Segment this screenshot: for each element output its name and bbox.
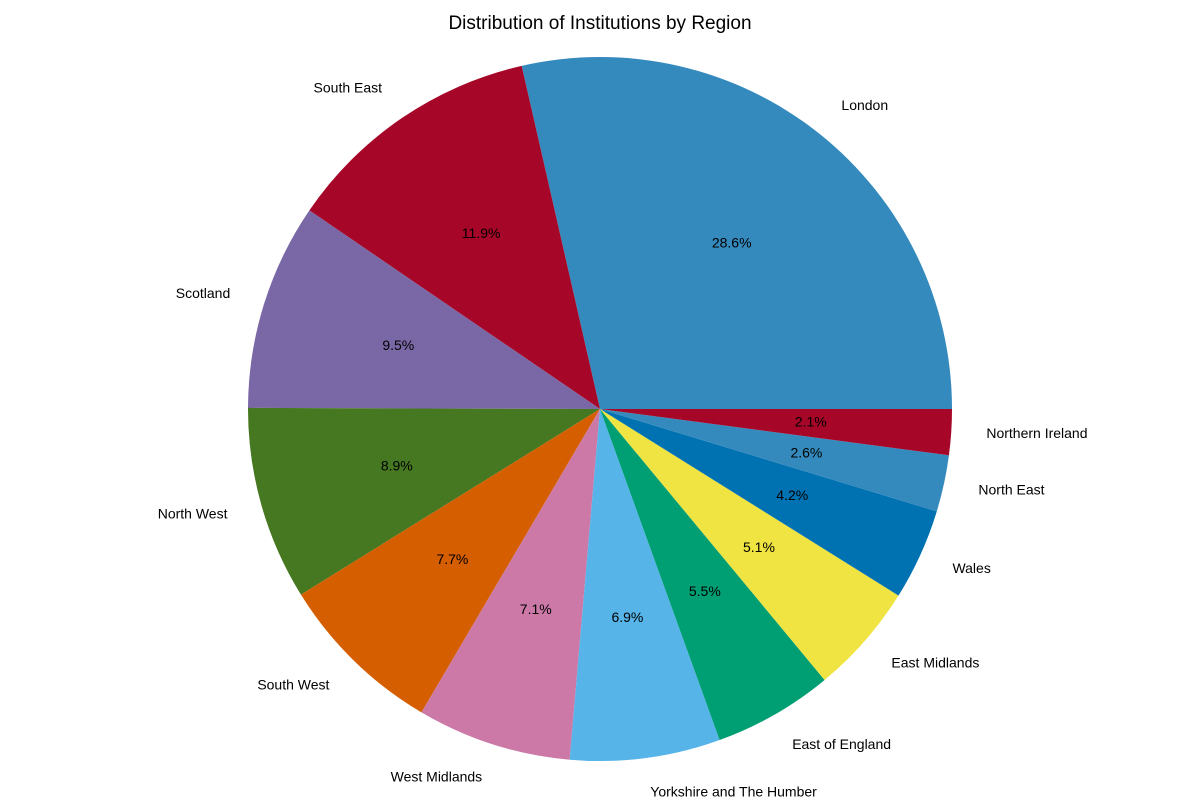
slice-label-south-east: South East: [314, 80, 383, 96]
percent-label-london: 28.6%: [712, 235, 752, 251]
slice-label-north-west: North West: [158, 505, 228, 521]
slice-label-wales: Wales: [952, 560, 990, 576]
percent-label-north-east: 2.6%: [790, 444, 822, 460]
percent-label-south-east: 11.9%: [462, 225, 501, 241]
labels-layer: London South East Scotland North West South …: [158, 80, 1088, 800]
slice-label-south-west: South West: [257, 677, 329, 693]
percent-label-north-west: 8.9%: [381, 457, 413, 473]
percent-label-south-west: 7.7%: [436, 551, 468, 567]
pie-slice-north-west: [248, 407, 600, 595]
slice-label-northern-ireland: Northern Ireland: [986, 425, 1087, 441]
percent-label-east-midlands: 5.1%: [743, 539, 775, 555]
pie-slice-west-midlands: [421, 409, 600, 760]
pie-slice-northern-ireland: [600, 409, 952, 456]
percent-labels-layer: 28.6% 11.9% 9.5% 8.9% 7.7% 7.1% 6.9% 5.5% 5.1% 4.…: [381, 225, 827, 625]
percent-label-northern-ireland: 2.1%: [795, 414, 827, 430]
pie-slice-yorkshire-and-the-humber: [569, 409, 720, 761]
slice-label-london: London: [841, 97, 888, 113]
slice-label-scotland: Scotland: [176, 285, 230, 301]
pie-slice-south-east: [309, 65, 600, 409]
pie-slice-wales: [600, 409, 937, 596]
percent-label-yorkshire-and-the-humber: 6.9%: [611, 609, 643, 625]
slice-label-yorkshire-and-the-humber: Yorkshire and The Humber: [650, 784, 817, 800]
pie-slice-east-midlands: [600, 409, 899, 681]
slice-label-north-east: North East: [978, 482, 1044, 498]
slice-label-east-midlands: East Midlands: [891, 655, 979, 671]
percent-label-scotland: 9.5%: [382, 337, 414, 353]
percent-label-west-midlands: 7.1%: [520, 601, 552, 617]
chart-title: Distribution of Institutions by Region: [448, 13, 751, 34]
pie-slice-scotland: [248, 210, 600, 409]
pie-slice-north-east: [600, 409, 949, 512]
slice-label-east-of-england: East of England: [792, 736, 891, 752]
percent-label-wales: 4.2%: [776, 487, 808, 503]
pie-slice-south-west: [300, 409, 600, 713]
pie-slice-london: [521, 57, 952, 410]
pie-slice-east-of-england: [600, 409, 825, 741]
slices-layer: [248, 57, 952, 761]
percent-label-east-of-england: 5.5%: [689, 583, 721, 599]
slice-label-west-midlands: West Midlands: [391, 769, 483, 785]
